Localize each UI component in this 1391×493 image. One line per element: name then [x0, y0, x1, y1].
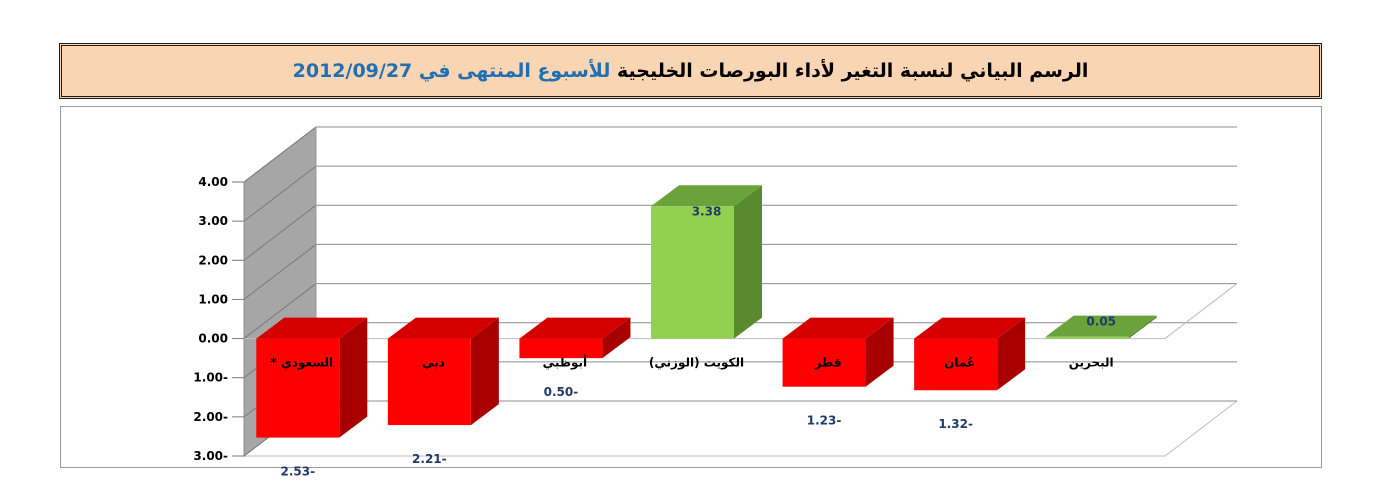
data-label: 2.53- — [280, 465, 315, 479]
bar-side — [470, 317, 499, 426]
x-category-label: عُمان — [944, 356, 975, 370]
bar — [256, 338, 340, 438]
y-tick-label: 0.00 — [198, 332, 228, 346]
chart-title: الرسم البياني لنسبة التغير لأداء البورصا… — [293, 60, 1089, 82]
bar — [1045, 336, 1129, 339]
bar-side — [865, 317, 894, 387]
x-category-label: قطر — [814, 356, 842, 370]
bar — [651, 206, 734, 339]
zero-baseline-side — [1164, 283, 1238, 339]
bar-side — [339, 317, 368, 438]
y-tick-label: 2.00 — [198, 253, 228, 267]
wall-gridline — [243, 126, 317, 183]
bar — [782, 338, 866, 387]
wall-gridline — [243, 283, 317, 339]
wall-gridline — [243, 165, 317, 222]
bar — [914, 338, 998, 391]
y-tick-label: 3.00- — [193, 449, 228, 463]
chart-title-main: الرسم البياني لنسبة التغير لأداء البورصا… — [616, 60, 1089, 82]
x-category-label: البحرين — [1069, 356, 1114, 370]
bar-side — [602, 317, 631, 359]
bar-top — [387, 317, 499, 339]
y-tick-label: 1.00- — [193, 371, 228, 385]
y-tick-label: 3.00 — [198, 214, 228, 228]
bar-side — [734, 185, 762, 339]
data-label: 0.05 — [1086, 315, 1116, 329]
data-label: 0.50- — [544, 385, 579, 399]
bar — [519, 338, 603, 359]
chart-title-date: للأسبوع المنتهى في 2012/09/27 — [292, 60, 611, 82]
x-category-label: أبوظبي — [543, 355, 587, 371]
bar-side — [1128, 315, 1157, 339]
data-label: 1.23- — [807, 414, 842, 428]
y-tick-label: 2.00- — [193, 410, 228, 424]
wall-gridline — [243, 244, 317, 300]
bar-top — [256, 317, 368, 339]
bar-side — [997, 317, 1026, 391]
bar-top — [1045, 315, 1157, 337]
y-tick-label: 1.00 — [198, 292, 228, 306]
bar-top — [651, 185, 762, 207]
bar — [387, 338, 471, 426]
chart-floor — [244, 400, 1238, 457]
bar-top — [782, 317, 894, 339]
x-category-label: الكويت (الوزني) — [649, 356, 744, 371]
x-category-label: دبي — [422, 356, 445, 370]
bar-top — [519, 317, 631, 339]
x-category-label: السعودي * — [270, 356, 333, 371]
chart-title-box: الرسم البياني لنسبة التغير لأداء البورصا… — [59, 43, 1322, 99]
data-label: 1.32- — [938, 417, 973, 431]
bar-top — [914, 317, 1026, 339]
data-label: 2.21- — [412, 452, 447, 466]
wall-gridline — [243, 204, 317, 261]
data-label: 3.38 — [692, 204, 722, 218]
y-tick-label: 4.00 — [198, 175, 228, 189]
